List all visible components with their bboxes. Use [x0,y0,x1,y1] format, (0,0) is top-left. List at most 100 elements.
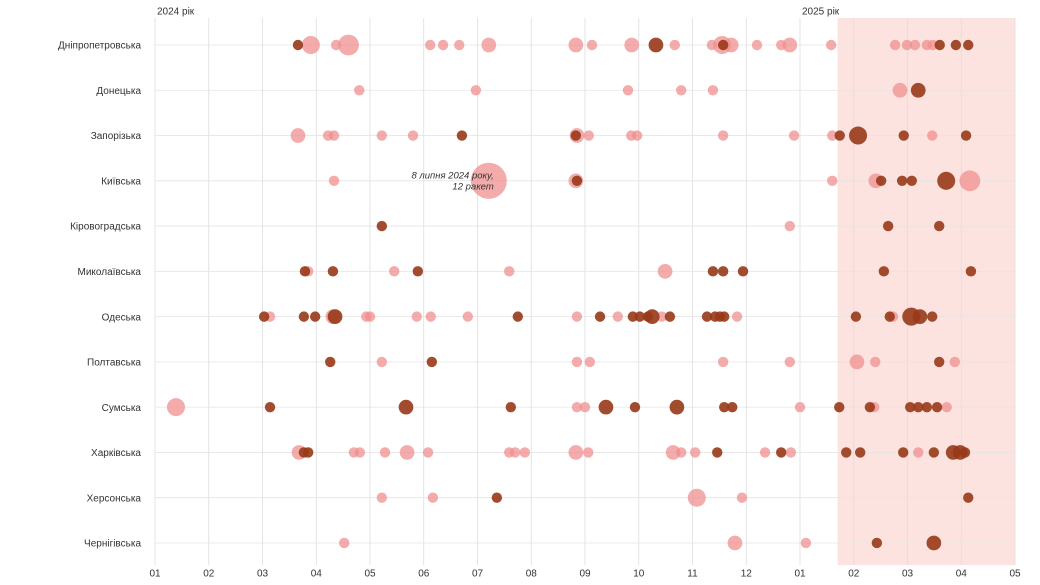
bubble [624,37,640,53]
bubble [871,537,883,549]
bubble [800,537,812,549]
bubble [794,401,806,413]
bubble [827,130,838,141]
bubble [376,130,388,141]
bubble [889,39,901,51]
bubble [834,130,845,141]
bubble [941,401,952,413]
bubble [717,39,729,51]
bubble [398,399,414,415]
bubble [376,492,388,503]
bubble [841,447,852,458]
bubble [884,311,895,322]
bubble [664,311,676,322]
bubble [825,39,837,51]
bubble [376,356,388,368]
year-label: 2024 рік [157,7,195,18]
bubble [354,447,365,458]
bubble [657,263,673,279]
bubble [898,130,909,141]
bubble [892,82,908,98]
bubble [949,356,960,368]
year-label: 2025 рік [802,7,840,18]
bubble [462,311,474,322]
highlight-band [837,18,1015,565]
bubble [934,220,945,232]
bubble [571,311,583,322]
bubble [855,447,866,458]
bubble [290,128,306,143]
bubble [934,356,945,368]
bubble [959,447,971,458]
bubble [354,85,365,96]
bubble [411,311,422,322]
bubble [963,39,974,51]
bubble [470,162,507,199]
annotation: 12 ракет [452,181,493,192]
bubble [788,130,800,141]
bubble [166,398,185,417]
bubble [784,356,795,368]
bubble [950,39,962,51]
x-tick-label: 09 [579,569,591,580]
bubble [504,266,515,277]
bubble [717,266,729,277]
bubble [665,445,681,460]
bubble [412,266,424,277]
bubble [426,356,438,368]
bubble [505,401,517,413]
bubble [325,356,336,368]
bubble [422,447,434,458]
x-tick-label: 12 [741,569,753,580]
bubble [960,130,972,141]
annotation: 8 липня 2024 року, [411,170,493,181]
row-label: Одеська [102,312,142,323]
bubble [437,39,449,51]
bubble [509,447,521,458]
bubble [912,309,928,324]
bubble [583,447,594,458]
bubble [584,356,596,368]
bubble [849,354,865,370]
bubble [927,311,938,322]
bubble [519,447,530,458]
bubble [481,37,497,53]
bubble [850,311,862,322]
bubble [328,175,340,187]
bubble [737,266,749,277]
row-label: Херсонська [87,493,142,504]
bubble [782,37,798,53]
bubble [598,399,614,415]
bubble [470,85,482,96]
bubble [701,311,713,322]
bubble [292,39,304,51]
bubble [736,492,748,503]
bubble [583,130,594,141]
bubble [878,266,890,277]
bubble [676,447,687,458]
bubble [727,401,738,413]
x-tick-label: 05 [1009,569,1021,580]
row-label: Кіровоградська [70,222,141,233]
bubble [388,266,400,277]
bubble [298,311,310,322]
bubble [634,311,646,322]
bubble [571,356,583,368]
bubble [586,39,598,51]
bubble [882,220,894,232]
bubble [827,175,838,187]
x-tick-label: 06 [418,569,430,580]
bubble [399,445,415,460]
bubble [963,492,974,503]
bubble [328,130,340,141]
bubble [644,309,660,324]
bubble [934,39,945,51]
x-tick-label: 01 [794,569,806,580]
row-label: Київська [101,176,141,187]
bubble [913,401,924,413]
bubble [937,171,956,190]
bubble [689,447,701,458]
bubble [901,39,913,51]
bubble [676,85,687,96]
bubble [928,447,940,458]
